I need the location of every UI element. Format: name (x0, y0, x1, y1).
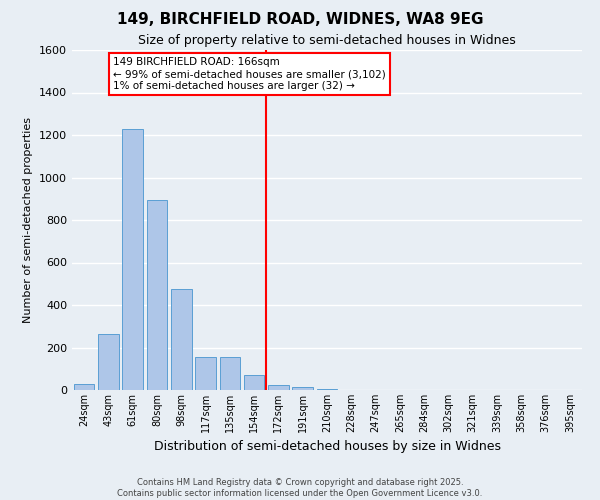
Title: Size of property relative to semi-detached houses in Widnes: Size of property relative to semi-detach… (138, 34, 516, 48)
Text: 149 BIRCHFIELD ROAD: 166sqm
← 99% of semi-detached houses are smaller (3,102)
1%: 149 BIRCHFIELD ROAD: 166sqm ← 99% of sem… (113, 58, 386, 90)
Bar (244, 375, 265, 390)
Y-axis label: Number of semi-detached properties: Number of semi-detached properties (23, 117, 34, 323)
Bar (317, 389, 337, 390)
Bar (98, 334, 119, 390)
Text: 149, BIRCHFIELD ROAD, WIDNES, WA8 9EG: 149, BIRCHFIELD ROAD, WIDNES, WA8 9EG (117, 12, 483, 28)
Bar (220, 357, 240, 390)
Bar (292, 387, 313, 390)
Bar (122, 128, 143, 390)
Bar (171, 289, 191, 390)
X-axis label: Distribution of semi-detached houses by size in Widnes: Distribution of semi-detached houses by … (154, 440, 500, 454)
Bar (195, 357, 216, 390)
Bar (268, 384, 289, 390)
Text: Contains HM Land Registry data © Crown copyright and database right 2025.
Contai: Contains HM Land Registry data © Crown c… (118, 478, 482, 498)
Bar (146, 200, 167, 390)
Bar (74, 384, 94, 390)
